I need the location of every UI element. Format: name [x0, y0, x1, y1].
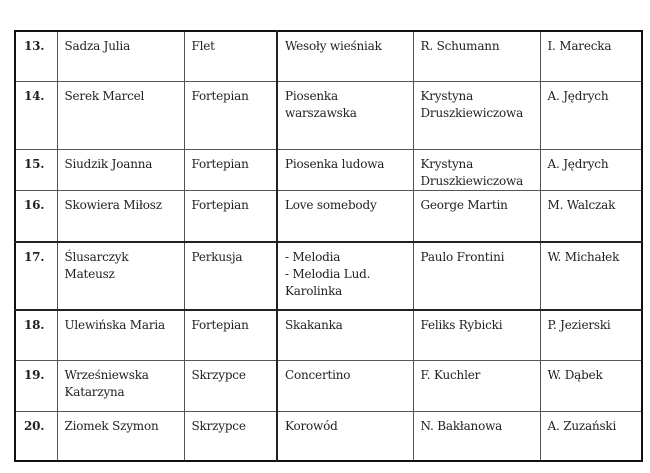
- cell-name: Serek Marcel: [56, 80, 185, 150]
- table-row: 16. Skowiera Miłosz Fortepian Love somebody…: [14, 189, 643, 243]
- cell-instrument: Fortepian: [183, 148, 278, 191]
- table-row: 17. Ślusarczyk Mateusz Perkusja - Melodia -…: [14, 241, 643, 311]
- cell-composer: Paulo Frontini: [412, 241, 541, 311]
- participants-table: 13. Sadza Julia Flet Wesoły wieśniak R. Schu…: [14, 30, 643, 462]
- cell-no: 13.: [14, 30, 58, 82]
- cell-teacher: M. Walczak: [539, 189, 643, 243]
- cell-teacher: A. Jędrych: [539, 148, 643, 191]
- cell-no: 15.: [14, 148, 58, 191]
- cell-no: 17.: [14, 241, 58, 311]
- cell-name: Ziomek Szymon: [56, 410, 185, 462]
- cell-no: 20.: [14, 410, 58, 462]
- cell-no: 19.: [14, 359, 58, 412]
- cell-instrument: Fortepian: [183, 189, 278, 243]
- cell-piece: Korowód: [276, 410, 414, 462]
- cell-piece: Piosenka ludowa: [276, 148, 414, 191]
- cell-name: Skowiera Miłosz: [56, 189, 185, 243]
- cell-instrument: Fortepian: [183, 309, 278, 361]
- cell-piece: Concertino: [276, 359, 414, 412]
- table-row: 13. Sadza Julia Flet Wesoły wieśniak R. Schu…: [14, 30, 643, 82]
- cell-name: Ślusarczyk Mateusz: [56, 241, 185, 311]
- cell-name: Sadza Julia: [56, 30, 185, 82]
- cell-name: Wrześniewska Katarzyna: [56, 359, 185, 412]
- cell-composer: Krystyna Druszkiewiczowa: [412, 148, 541, 191]
- cell-name: Siudzik Joanna: [56, 148, 185, 191]
- table-row: 20. Ziomek Szymon Skrzypce Korowód N. Bakłan…: [14, 410, 643, 462]
- cell-instrument: Flet: [183, 30, 278, 82]
- cell-teacher: W. Dąbek: [539, 359, 643, 412]
- cell-composer: Feliks Rybicki: [412, 309, 541, 361]
- cell-composer: R. Schumann: [412, 30, 541, 82]
- table-row: 18. Ulewińska Maria Fortepian Skakanka Felik…: [14, 309, 643, 361]
- cell-instrument: Skrzypce: [183, 410, 278, 462]
- cell-composer: Krystyna Druszkiewiczowa: [412, 80, 541, 150]
- table-row: 15. Siudzik Joanna Fortepian Piosenka ludow…: [14, 148, 643, 191]
- cell-no: 16.: [14, 189, 58, 243]
- cell-composer: F. Kuchler: [412, 359, 541, 412]
- cell-teacher: P. Jezierski: [539, 309, 643, 361]
- cell-piece: Love somebody: [276, 189, 414, 243]
- cell-teacher: W. Michałek: [539, 241, 643, 311]
- cell-piece: - Melodia - Melodia Lud. Karolinka: [276, 241, 414, 311]
- cell-composer: George Martin: [412, 189, 541, 243]
- cell-no: 14.: [14, 80, 58, 150]
- cell-piece: Piosenka warszawska: [276, 80, 414, 150]
- cell-instrument: Skrzypce: [183, 359, 278, 412]
- cell-teacher: A. Jędrych: [539, 80, 643, 150]
- cell-name: Ulewińska Maria: [56, 309, 185, 361]
- cell-piece: Wesoły wieśniak: [276, 30, 414, 82]
- cell-composer: N. Bakłanowa: [412, 410, 541, 462]
- cell-piece: Skakanka: [276, 309, 414, 361]
- table-row: 19. Wrześniewska Katarzyna Skrzypce Concert…: [14, 359, 643, 412]
- cell-teacher: I. Marecka: [539, 30, 643, 82]
- table-row: 14. Serek Marcel Fortepian Piosenka warszaw…: [14, 80, 643, 150]
- cell-teacher: A. Zuzański: [539, 410, 643, 462]
- cell-no: 18.: [14, 309, 58, 361]
- cell-instrument: Perkusja: [183, 241, 278, 311]
- cell-instrument: Fortepian: [183, 80, 278, 150]
